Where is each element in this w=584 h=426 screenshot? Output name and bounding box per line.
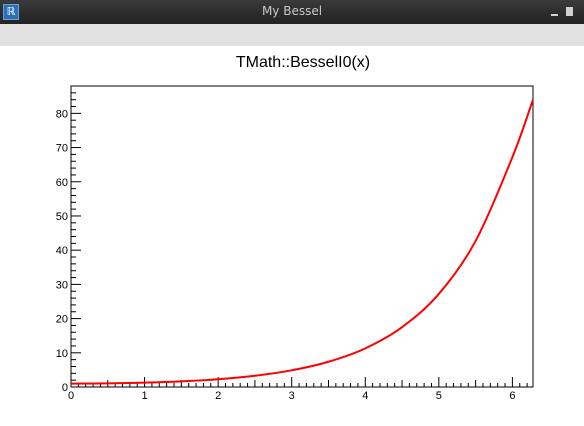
y-tick-label: 20 — [56, 314, 68, 326]
x-tick-label: 6 — [509, 390, 515, 402]
x-tick-label: 2 — [215, 390, 221, 402]
chart-title: TMath::BesselI0(x) — [236, 54, 370, 71]
x-tick-label: 0 — [68, 390, 74, 402]
x-tick-label: 4 — [362, 390, 368, 402]
bessel-curve — [70, 99, 534, 385]
maximize-button[interactable] — [566, 7, 573, 16]
x-tick-label: 3 — [289, 390, 295, 402]
menu-bar — [0, 24, 584, 46]
root-app-icon[interactable]: ℝ — [3, 4, 19, 20]
x-tick-label: 5 — [436, 390, 442, 402]
minimize-button[interactable] — [551, 14, 558, 16]
series-layer — [70, 99, 534, 385]
plot-frame — [70, 85, 534, 388]
window-title: My Bessel — [261, 4, 323, 18]
x-tick-label: 1 — [142, 390, 148, 402]
y-tick-label: 40 — [56, 245, 68, 257]
window-titlebar[interactable]: ℝ My Bessel — [0, 0, 584, 24]
y-tick-label: 10 — [56, 348, 68, 360]
y-tick-label: 50 — [56, 211, 68, 223]
y-tick-label: 0 — [62, 382, 68, 394]
y-tick-label: 70 — [56, 143, 68, 155]
y-tick-label: 30 — [56, 279, 68, 291]
canvas-background — [0, 46, 584, 426]
y-tick-label: 60 — [56, 177, 68, 189]
y-tick-label: 80 — [56, 108, 68, 120]
